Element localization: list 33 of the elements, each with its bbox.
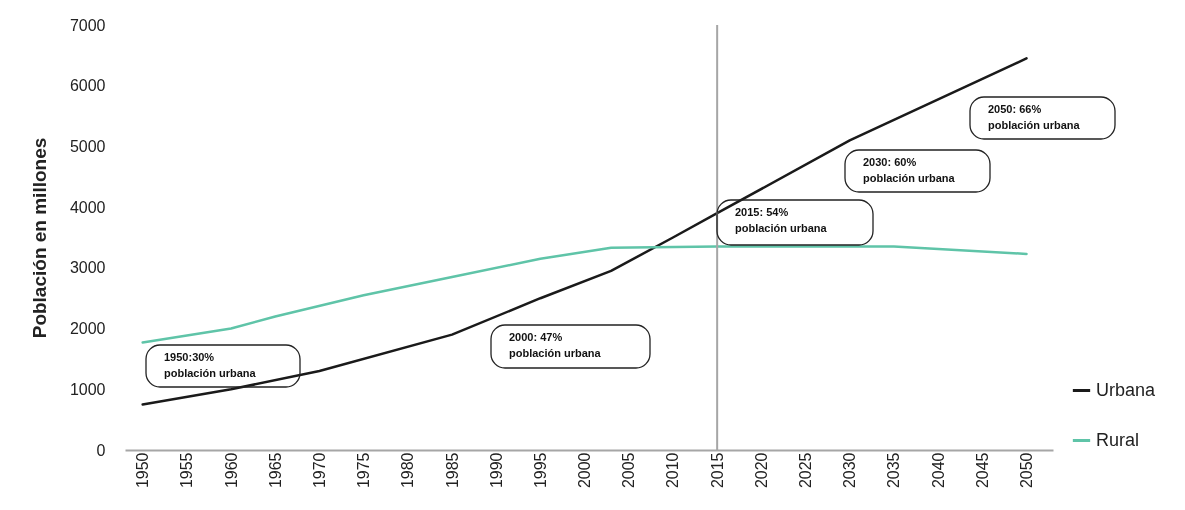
y-tick-label: 1000 — [69, 380, 106, 398]
legend-label: Urbana — [1096, 379, 1157, 400]
x-tick-label: 1960 — [222, 452, 240, 489]
y-tick-label: 6000 — [69, 77, 106, 95]
x-tick-label: 2050 — [1017, 452, 1035, 489]
x-tick-label: 2000 — [576, 452, 594, 489]
y-tick-label: 5000 — [69, 137, 106, 155]
y-tick-label: 0 — [96, 441, 106, 459]
x-tick-label: 1975 — [355, 452, 373, 489]
x-tick-label: 1995 — [531, 452, 549, 489]
x-tick-label: 2005 — [620, 452, 638, 489]
y-tick-label: 7000 — [69, 16, 106, 34]
x-tick-label: 1955 — [178, 452, 196, 489]
legend-label: Rural — [1096, 429, 1140, 450]
x-tick-label: 2040 — [929, 452, 947, 489]
x-tick-label: 2035 — [885, 452, 903, 489]
x-tick-label: 2030 — [841, 452, 859, 489]
x-tick-label: 1980 — [399, 452, 417, 489]
x-tick-label: 1970 — [310, 452, 328, 489]
x-tick-label: 2045 — [973, 452, 991, 489]
x-tick-label: 1965 — [266, 452, 284, 489]
x-tick-label: 1985 — [443, 452, 461, 489]
y-tick-label: 4000 — [69, 198, 106, 216]
y-axis-title: Población en millones — [28, 137, 50, 339]
line-series — [141, 245, 1028, 344]
y-tick-label: 3000 — [69, 259, 106, 277]
x-tick-label: 2020 — [752, 452, 770, 489]
x-tick-label: 2025 — [797, 452, 815, 489]
x-tick-label: 1990 — [487, 452, 505, 489]
x-tick-label: 2015 — [708, 452, 726, 489]
x-tick-label: 1950 — [134, 452, 152, 489]
y-tick-label: 2000 — [69, 320, 106, 338]
x-tick-label: 2010 — [664, 452, 682, 489]
